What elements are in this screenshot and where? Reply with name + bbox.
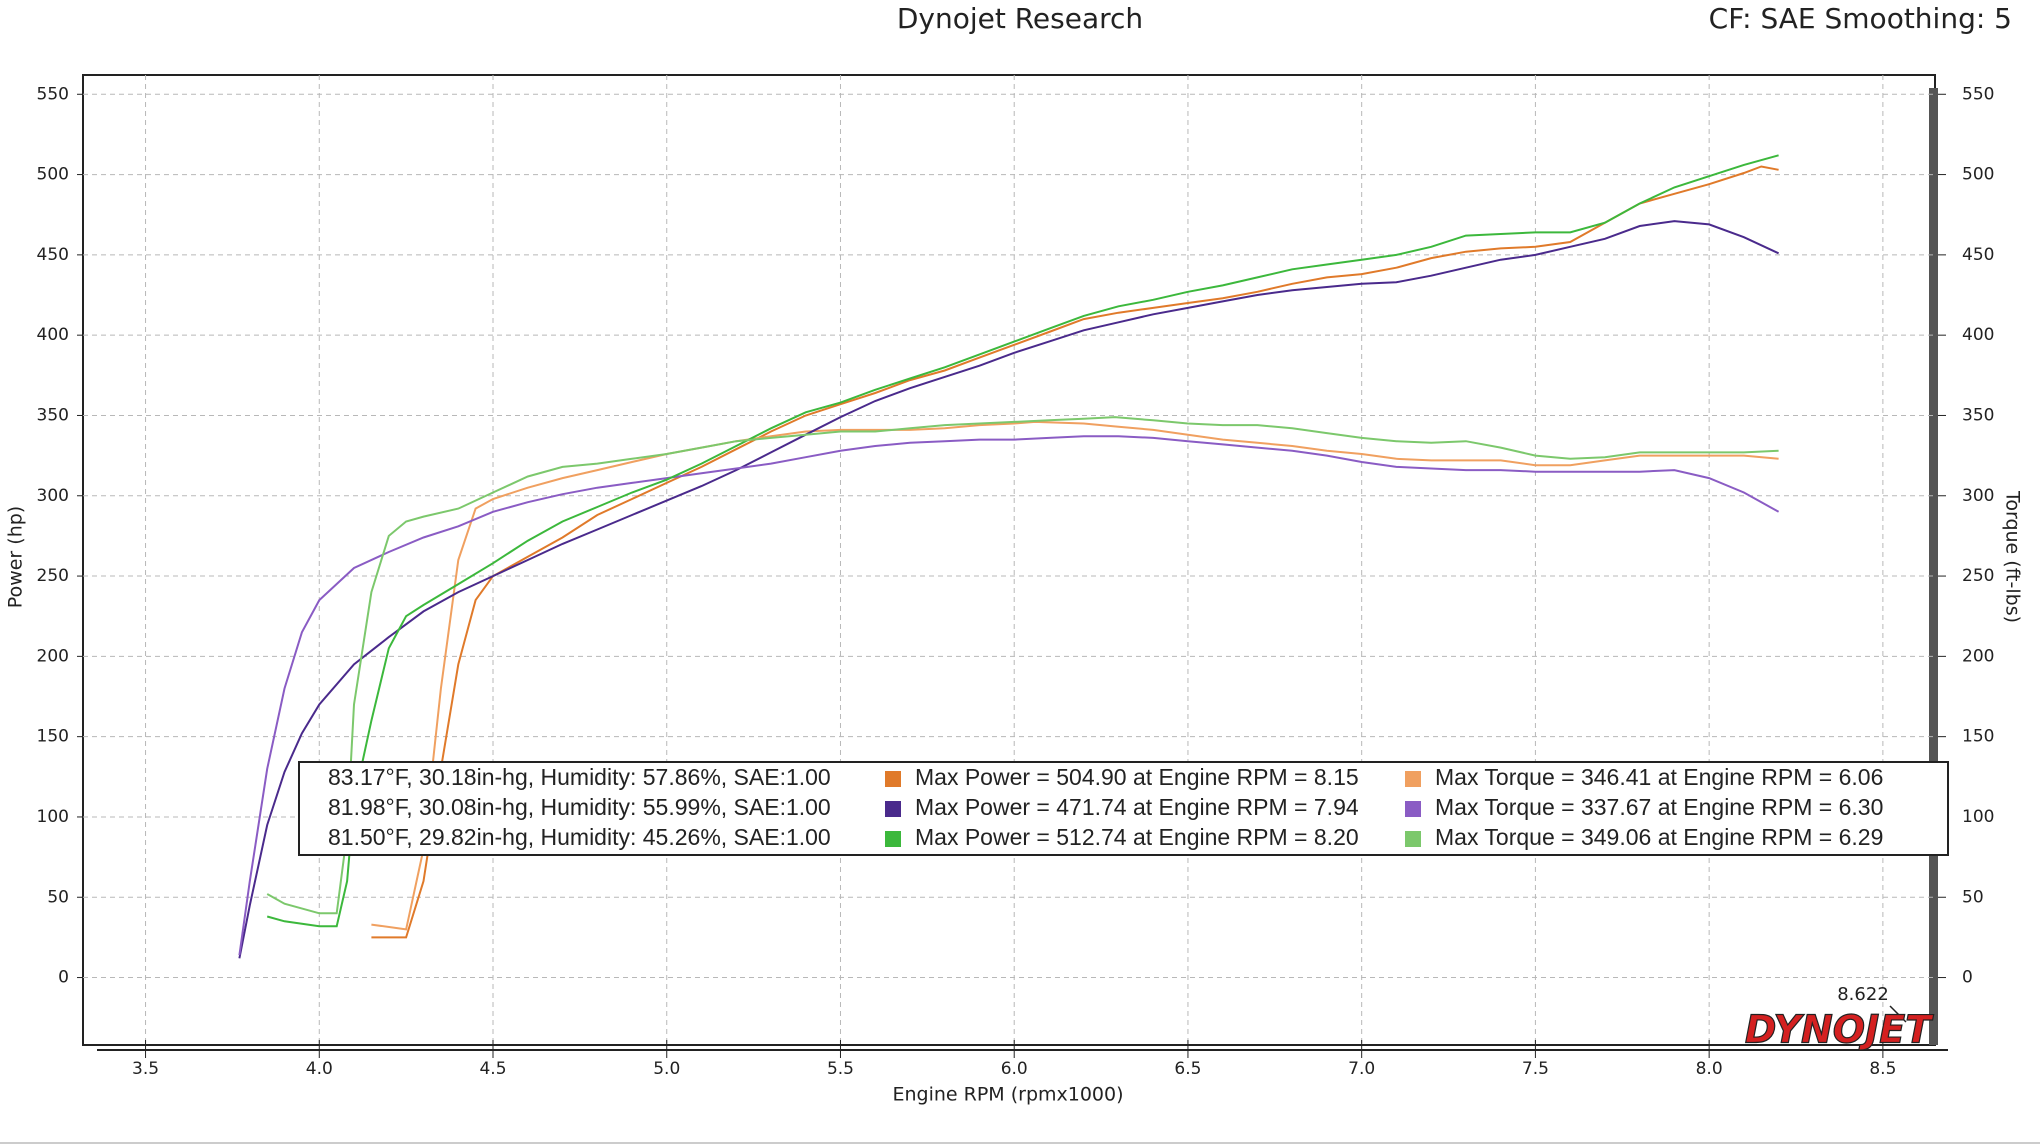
- y-tick-label: 250: [37, 566, 69, 586]
- legend-label: Max Torque = 349.06 at Engine RPM = 6.29: [1435, 824, 1883, 850]
- y-tick-label: 350: [37, 405, 69, 425]
- x-tick-label: 5.0: [653, 1059, 680, 1079]
- y-tick-label: 400: [37, 325, 69, 345]
- x-tick-label: 8.0: [1696, 1059, 1723, 1079]
- chart-title: Dynojet Research: [897, 2, 1143, 35]
- y-tick-label: 0: [58, 968, 69, 988]
- y2-tick-label: 150: [1962, 727, 1994, 747]
- y2-tick-label: 350: [1962, 405, 1994, 425]
- legend-label: Max Power = 504.90 at Engine RPM = 8.15: [915, 764, 1359, 790]
- frame-shadow: [1929, 88, 1938, 1045]
- y-axis-title: Power (hp): [5, 506, 27, 608]
- x-tick-label: 4.0: [306, 1059, 333, 1079]
- y2-tick-label: 300: [1962, 486, 1994, 506]
- y-tick-label: 500: [37, 165, 69, 185]
- legend-label: Max Torque = 346.41 at Engine RPM = 6.06: [1435, 764, 1883, 790]
- x-tick-label: 6.5: [1174, 1059, 1201, 1079]
- y2-axis-title: Torque (ft-lbs): [2002, 490, 2024, 623]
- legend-conditions: 81.50°F, 29.82in-hg, Humidity: 45.26%, S…: [328, 824, 831, 850]
- y2-tick-label: 50: [1962, 887, 1984, 907]
- legend-swatch: [1405, 801, 1421, 817]
- y2-tick-label: 550: [1962, 84, 1994, 104]
- legend-conditions: 81.98°F, 30.08in-hg, Humidity: 55.99%, S…: [328, 794, 831, 820]
- series-line: [238, 220, 1780, 959]
- legend-label: Max Power = 471.74 at Engine RPM = 7.94: [915, 794, 1359, 820]
- legend-label: Max Torque = 337.67 at Engine RPM = 6.30: [1435, 794, 1883, 820]
- x-axis-title: Engine RPM (rpmx1000): [892, 1084, 1123, 1106]
- y2-tick-label: 250: [1962, 566, 1994, 586]
- plot-frame: [82, 74, 1936, 1046]
- y2-tick-label: 500: [1962, 165, 1994, 185]
- series-line: [266, 416, 1779, 915]
- x-tick-label: 7.5: [1522, 1059, 1549, 1079]
- y2-tick-label: 200: [1962, 646, 1994, 666]
- y2-tick-label: 100: [1962, 807, 1994, 827]
- series-line: [371, 420, 1779, 931]
- legend-swatch: [885, 831, 901, 847]
- legend-label: Max Power = 512.74 at Engine RPM = 8.20: [915, 824, 1359, 850]
- legend-swatch: [1405, 831, 1421, 847]
- y-tick-label: 450: [37, 245, 69, 265]
- legend-box: [298, 761, 1949, 856]
- y-tick-label: 100: [37, 807, 69, 827]
- y2-tick-label: 400: [1962, 325, 1994, 345]
- legend-swatch: [885, 801, 901, 817]
- y2-tick-label: 0: [1962, 968, 1973, 988]
- y-tick-label: 200: [37, 646, 69, 666]
- annotation-pointer: [1889, 1005, 1907, 1023]
- chart-subtitle: CF: SAE Smoothing: 5: [1709, 2, 2012, 35]
- x-tick-label: 8.5: [1869, 1059, 1896, 1079]
- series-line: [371, 165, 1779, 939]
- x-tick-label: 4.5: [479, 1059, 506, 1079]
- y-tick-label: 50: [47, 887, 69, 907]
- x-tick-label: 5.5: [827, 1059, 854, 1079]
- x-tick-label: 6.0: [1001, 1059, 1028, 1079]
- y-tick-label: 300: [37, 486, 69, 506]
- x-tick-label: 7.0: [1348, 1059, 1375, 1079]
- legend-swatch: [885, 771, 901, 787]
- series-line: [266, 154, 1779, 928]
- legend-conditions: 83.17°F, 30.18in-hg, Humidity: 57.86%, S…: [328, 764, 831, 790]
- y-tick-label: 550: [37, 84, 69, 104]
- y-tick-label: 150: [37, 727, 69, 747]
- series-line: [238, 435, 1780, 956]
- annotation: 8.622: [1837, 984, 1889, 1005]
- logo: DYNOJET: [1745, 1008, 1934, 1052]
- legend-swatch: [1405, 771, 1421, 787]
- y2-tick-label: 450: [1962, 245, 1994, 265]
- x-tick-label: 3.5: [132, 1059, 159, 1079]
